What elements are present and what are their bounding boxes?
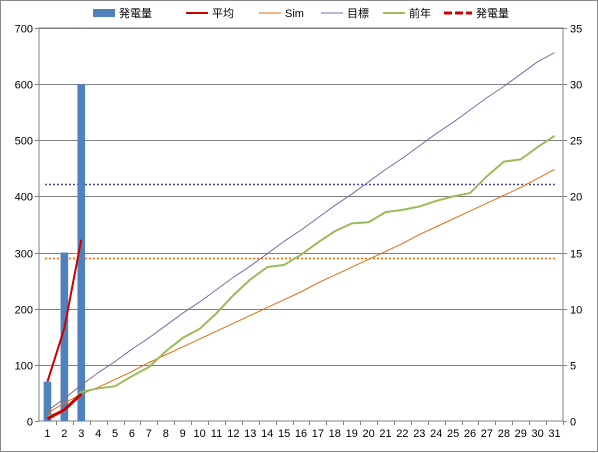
x-tick-label-15: 15 — [278, 428, 290, 440]
x-tick-label-18: 18 — [329, 428, 341, 440]
x-tick-label-23: 23 — [413, 428, 425, 440]
left-tick-label-700: 700 — [15, 24, 33, 36]
bars — [43, 84, 86, 422]
gridlines — [38, 27, 564, 422]
bar-day-2 — [60, 252, 69, 421]
x-tick-label-7: 7 — [146, 428, 152, 440]
x-tick-label-27: 27 — [481, 428, 493, 440]
x-tick-label-17: 17 — [312, 428, 324, 440]
series-line-2 — [46, 239, 83, 383]
x-tick-label-13: 13 — [244, 428, 256, 440]
x-tick-label-3: 3 — [78, 428, 84, 440]
x-tick-label-9: 9 — [180, 428, 186, 440]
left-tick-label-600: 600 — [15, 80, 33, 92]
x-tick-label-8: 8 — [163, 428, 169, 440]
right-tick-label-20: 20 — [570, 192, 582, 204]
series-line-4 — [47, 52, 555, 412]
left-tick-label-300: 300 — [15, 249, 33, 261]
x-tick-label-25: 25 — [447, 428, 459, 440]
left-tick-label-500: 500 — [15, 136, 33, 148]
x-tick-label-31: 31 — [548, 428, 560, 440]
left-tick-label-200: 200 — [15, 305, 33, 317]
x-tick-label-29: 29 — [515, 428, 527, 440]
right-tick-label-10: 10 — [570, 305, 582, 317]
legend: 発電量 平均 Sim 目標 前年 発電量 — [93, 6, 509, 20]
x-tick-label-16: 16 — [295, 428, 307, 440]
left-tick-label-0: 0 — [27, 417, 33, 429]
legend-label-2: 平均 — [212, 7, 234, 20]
x-tick-label-14: 14 — [261, 428, 273, 440]
x-tick-label-28: 28 — [498, 428, 510, 440]
x-tick-label-4: 4 — [95, 428, 101, 440]
legend-swatch-1 — [93, 9, 115, 17]
right-tick-label-30: 30 — [570, 80, 582, 92]
x-tick-label-19: 19 — [346, 428, 358, 440]
legend-label-6: 発電量 — [476, 6, 509, 20]
left-tick-label-400: 400 — [15, 192, 33, 204]
x-tick-label-6: 6 — [129, 428, 135, 440]
x-tick-label-21: 21 — [379, 428, 391, 440]
series-line-6 — [46, 392, 83, 421]
right-tick-label-35: 35 — [570, 24, 582, 36]
bar-day-3 — [77, 84, 86, 422]
plot-area-border — [38, 27, 564, 422]
legend-label-1: 発電量 — [119, 6, 152, 20]
series-line-3 — [47, 169, 555, 414]
reference-lines — [45, 183, 557, 260]
x-tick-label-22: 22 — [396, 428, 408, 440]
x-tick-label-26: 26 — [464, 428, 476, 440]
series-line-5 — [47, 134, 556, 418]
x-tick-label-1: 1 — [44, 428, 50, 440]
x-tick-label-11: 11 — [211, 428, 222, 440]
right-tick-label-25: 25 — [570, 136, 582, 148]
x-tick-label-2: 2 — [61, 428, 67, 440]
x-tick-label-10: 10 — [193, 428, 205, 440]
x-tick-label-30: 30 — [532, 428, 544, 440]
bar-day-1 — [43, 381, 52, 421]
right-tick-label-5: 5 — [570, 361, 576, 373]
x-tick-label-20: 20 — [362, 428, 374, 440]
series-lines — [46, 52, 556, 421]
x-tick-label-12: 12 — [227, 428, 239, 440]
right-tick-label-0: 0 — [570, 417, 576, 429]
legend-label-3: Sim — [285, 8, 304, 20]
right-tick-label-15: 15 — [570, 249, 582, 261]
x-tick-label-24: 24 — [430, 428, 442, 440]
left-tick-label-100: 100 — [15, 361, 33, 373]
legend-label-4: 目標 — [347, 6, 369, 20]
legend-label-5: 前年 — [409, 6, 431, 20]
x-tick-label-5: 5 — [112, 428, 118, 440]
